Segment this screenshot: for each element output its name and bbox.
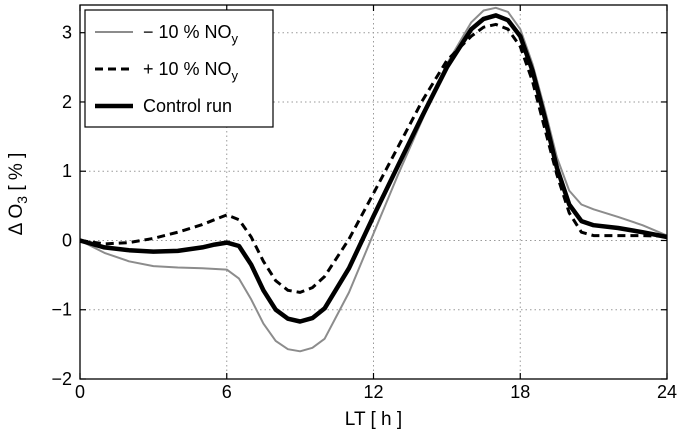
x-tick-label: 12 [363,382,383,402]
series-line-3 [79,13,668,324]
series-line-1 [79,6,668,353]
series-line-2 [79,22,668,294]
legend-label-1: − 10 % NOy [143,22,239,46]
y-tick-label: 0 [62,230,72,250]
x-tick-label: 6 [222,382,232,402]
x-tick-label: 18 [510,382,530,402]
x-tick-label: 24 [657,382,677,402]
series-layer [79,6,668,353]
x-axis-label: LT [ h ] [345,409,402,430]
y-tick-label: 1 [62,161,72,181]
y-tick-label: 2 [62,92,72,112]
y-tick-label: −2 [51,369,72,389]
y-tick-label: −1 [51,300,72,320]
legend: − 10 % NOy + 10 % NOy Control run [84,9,274,128]
y-axis-label: Δ O3 [ % ] [6,153,30,236]
y-tick-label: 3 [62,23,72,43]
legend-label-3: Control run [143,96,232,116]
x-tick-label: 0 [75,382,85,402]
legend-label-2: + 10 % NOy [143,59,239,83]
